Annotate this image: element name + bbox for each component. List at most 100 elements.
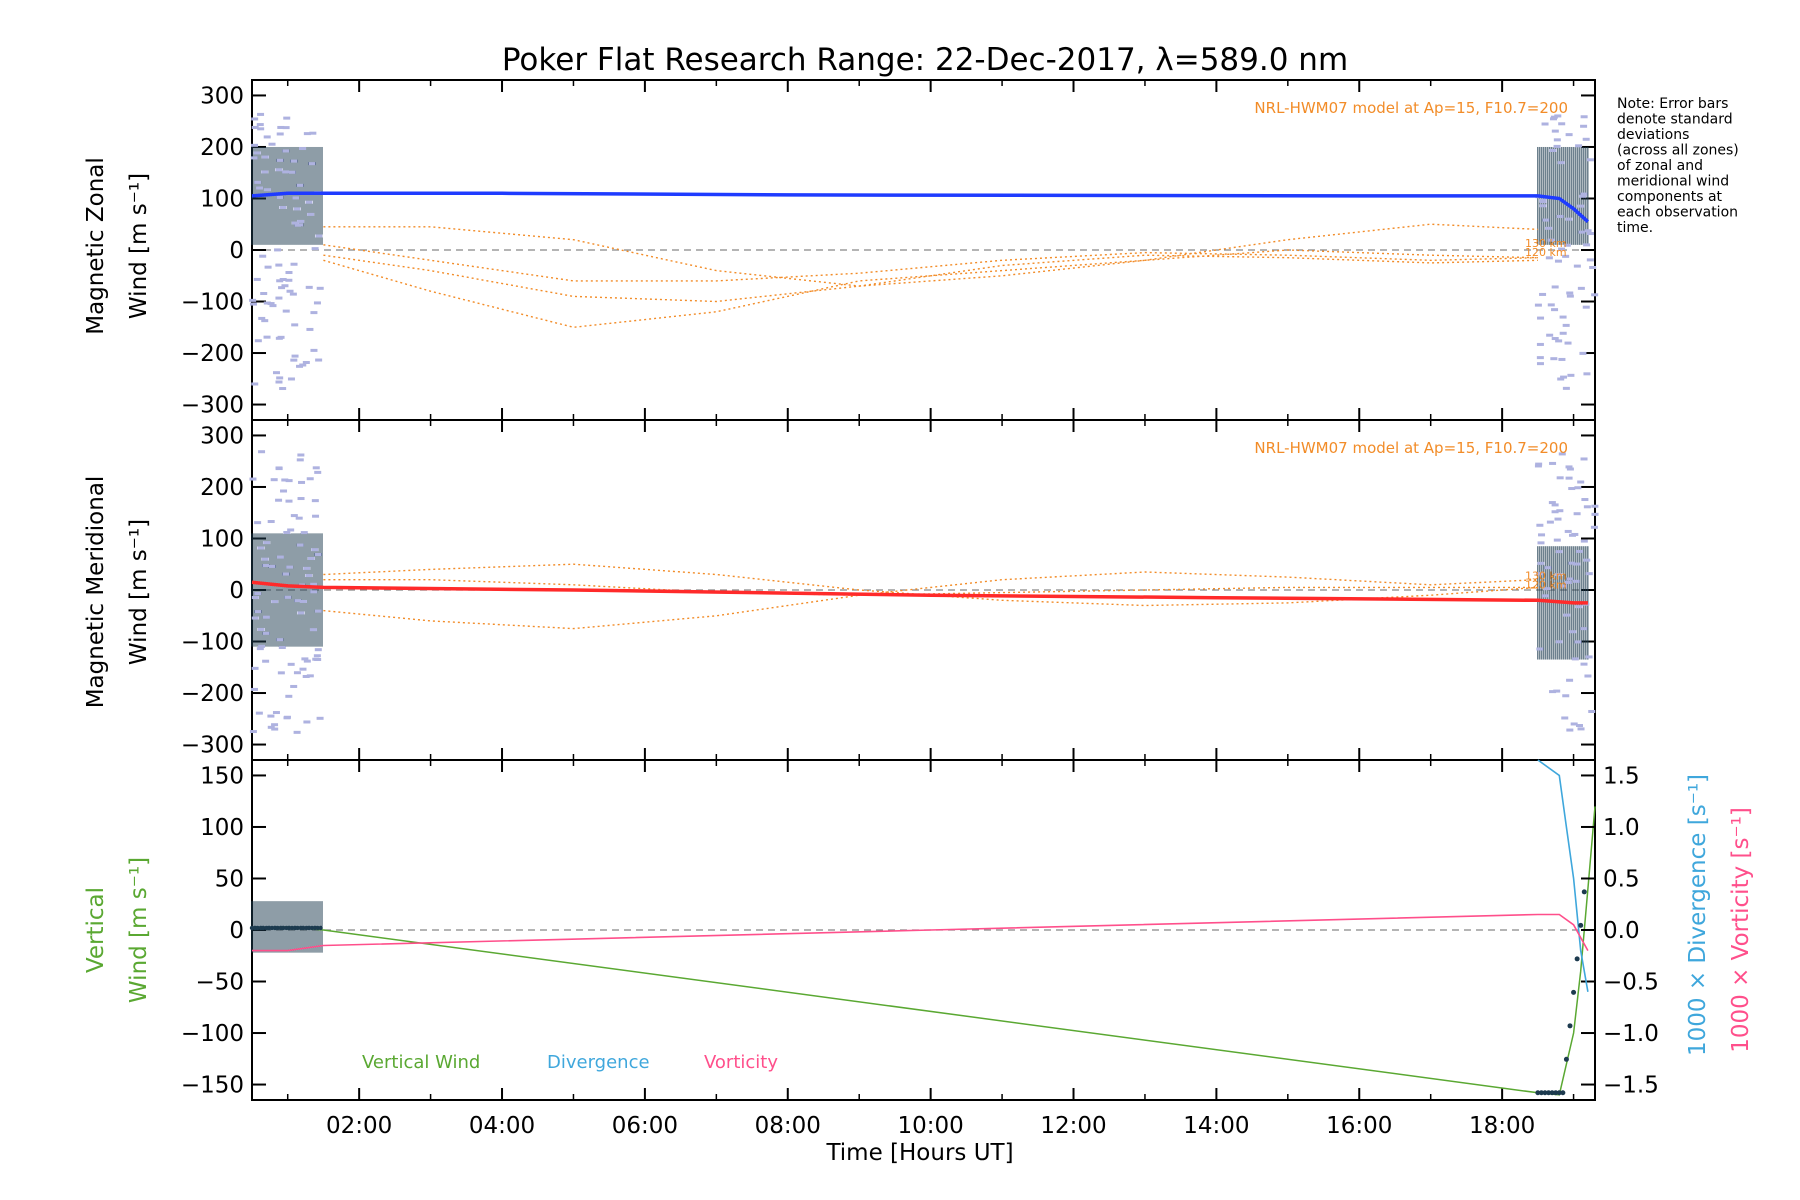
zone-point <box>316 716 324 720</box>
zone-point <box>279 205 287 209</box>
zone-point <box>1566 728 1574 732</box>
zone-point <box>270 478 278 482</box>
zone-point <box>275 263 283 267</box>
zone-point <box>285 271 293 275</box>
y-tick-label: 100 <box>200 186 244 212</box>
zone-point <box>1534 464 1542 468</box>
y-tick-label: 0 <box>229 578 244 604</box>
zone-point <box>285 694 293 698</box>
zone-point <box>1551 503 1559 507</box>
zone-point <box>290 514 298 518</box>
zone-point <box>283 716 291 720</box>
y-tick-label: 200 <box>200 475 244 501</box>
zone-point <box>263 335 271 339</box>
zone-point <box>251 117 259 121</box>
zone-point <box>293 207 301 211</box>
zone-point <box>312 514 320 518</box>
y-tick-label: 300 <box>200 83 244 109</box>
zone-point <box>312 657 320 661</box>
zone-point <box>271 723 279 727</box>
model-label: NRL-HWM07 model at Ap=15, F10.7=200 <box>1254 439 1568 457</box>
zone-point <box>263 301 271 305</box>
zone-point <box>1566 294 1574 298</box>
zonal-ylabel-line2: Wind [m s⁻¹] <box>126 173 152 319</box>
zone-point <box>301 657 309 661</box>
zone-point <box>276 158 284 162</box>
zone-point <box>276 195 284 199</box>
zone-point <box>1566 467 1574 471</box>
zone-point <box>283 531 291 535</box>
zone-point <box>258 316 266 320</box>
zone-point <box>1551 337 1559 341</box>
zone-point <box>1539 200 1547 204</box>
y-tick-label: 100 <box>200 815 244 841</box>
zone-point <box>279 277 287 281</box>
zone-point <box>255 711 263 715</box>
zone-point <box>305 574 313 578</box>
zone-point <box>287 377 295 381</box>
zone-point <box>1541 122 1549 126</box>
zone-point <box>254 180 262 184</box>
zone-point <box>249 477 257 481</box>
zone-point <box>299 667 307 671</box>
zone-point <box>254 610 262 614</box>
zone-point <box>297 219 305 223</box>
zone-point <box>308 162 316 166</box>
x-tick-label: 10:00 <box>897 1113 963 1139</box>
zone-point <box>1557 161 1565 165</box>
vertical-wind-marker <box>1553 1090 1559 1096</box>
zone-point <box>275 296 283 300</box>
zone-point <box>279 387 287 391</box>
zone-point <box>1586 232 1594 236</box>
zone-point <box>257 112 265 116</box>
note-line: each observation <box>1617 205 1738 221</box>
zone-point <box>1558 357 1566 361</box>
vertical-panel: 150 100 50 0 −50 −100 −150 1.5 1.0 0.5 0.0 −0.5 −1.0… <box>181 759 1659 1139</box>
zone-point <box>1553 689 1561 693</box>
zone-point <box>1564 529 1572 533</box>
zone-point <box>281 284 289 288</box>
y-tick-label-right: −1.0 <box>1603 1021 1659 1047</box>
y-tick-label-right: 1.0 <box>1603 815 1640 841</box>
zone-point <box>1536 362 1544 366</box>
zone-point <box>1571 532 1579 536</box>
zone-point <box>1570 722 1578 726</box>
zone-point <box>1553 538 1561 542</box>
zone-point <box>313 654 321 658</box>
zone-point <box>1579 194 1587 198</box>
zone-point <box>1553 144 1561 148</box>
zone-point <box>1557 377 1565 381</box>
zone-point <box>292 196 300 200</box>
zone-point <box>1558 122 1566 126</box>
zone-point <box>1591 512 1599 516</box>
zone-point <box>315 358 323 362</box>
zone-point <box>306 327 314 331</box>
zone-point <box>285 278 293 282</box>
zone-point <box>1580 662 1588 666</box>
zone-point <box>1569 630 1577 634</box>
zone-point <box>277 671 285 675</box>
zone-point <box>287 662 295 666</box>
zone-point <box>1586 158 1594 162</box>
meridional-panel: 300 200 100 0 −100 −200 −300 NRL-HWM07 model at… <box>181 419 1599 761</box>
zone-point <box>299 147 307 151</box>
zone-point <box>256 647 264 651</box>
zone-point <box>282 126 290 130</box>
zone-point <box>280 489 288 493</box>
zone-point <box>1551 510 1559 514</box>
zone-point <box>1534 303 1542 307</box>
zone-point <box>276 132 284 136</box>
zone-point <box>1577 286 1585 290</box>
zone-point <box>1583 243 1591 247</box>
zone-point <box>1554 517 1562 521</box>
zone-point <box>1584 674 1592 678</box>
zone-point <box>258 644 266 648</box>
zone-point <box>286 565 294 569</box>
zone-point <box>1585 572 1593 576</box>
zone-point <box>309 628 317 632</box>
zone-point <box>1562 386 1570 390</box>
zone-point <box>262 659 270 663</box>
zone-point <box>310 590 318 594</box>
zone-point <box>287 528 295 532</box>
